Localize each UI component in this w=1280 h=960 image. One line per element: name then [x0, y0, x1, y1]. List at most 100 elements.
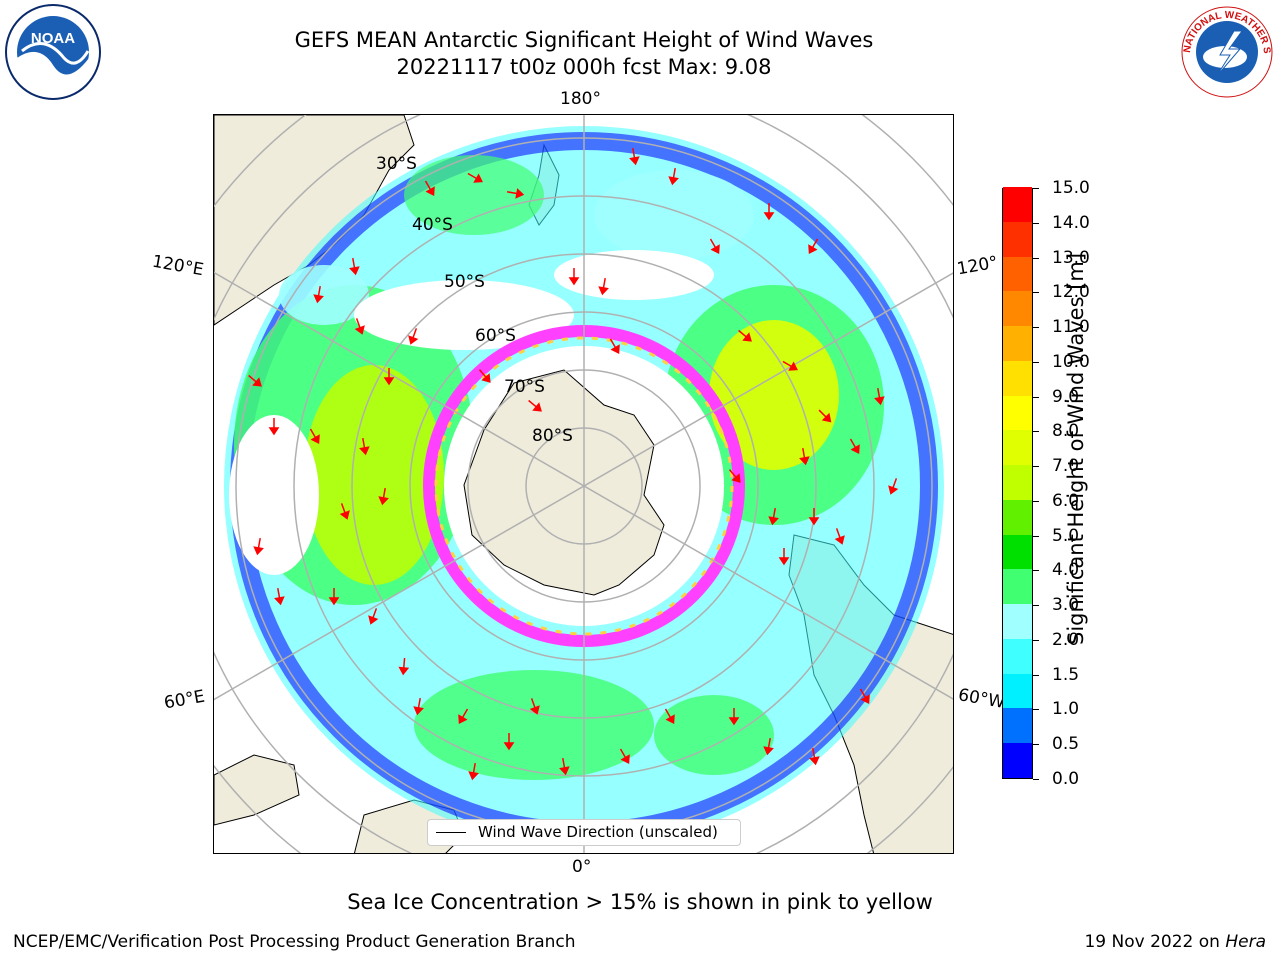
wave-arrow: [253, 537, 264, 556]
wave-arrow: [368, 608, 379, 625]
legend-label: Wind Wave Direction (unscaled): [478, 823, 718, 841]
wave-arrows: [248, 147, 899, 781]
footer-credit: NCEP/EMC/Verification Post Processing Pr…: [13, 932, 576, 952]
wave-arrow: [782, 360, 798, 371]
lon-label-0: 0°: [572, 857, 592, 877]
wave-arrow: [763, 203, 775, 221]
wave-arrow: [413, 697, 424, 716]
lon-label-120w: 120°: [955, 252, 1000, 280]
wave-arrow: [818, 409, 832, 423]
wave-arrow: [619, 748, 630, 764]
wave-arrow: [598, 277, 609, 296]
colorbar-tick-label: 5.0: [1052, 525, 1080, 546]
colorbar-tick-label: 6.0: [1052, 490, 1080, 511]
colorbar-title: Significant Height of Wind Waves [m]: [1064, 252, 1088, 645]
chart-title: GEFS MEAN Antarctic Significant Height o…: [294, 28, 874, 52]
wave-arrow: [398, 657, 410, 676]
colorbar-tick: [1033, 222, 1039, 224]
colorbar-band: [1003, 186, 1032, 222]
colorbar-band: [1003, 603, 1032, 639]
wave-arrow: [709, 238, 720, 254]
nws-logo: NATIONAL WEATHER SERVICE: [1178, 3, 1274, 99]
colorbar-tick-label: 7.0: [1052, 456, 1080, 477]
wave-arrow: [834, 528, 845, 545]
wave-arrow: [506, 188, 525, 199]
svg-text:NOAA: NOAA: [31, 30, 75, 47]
colorbar-tick: [1033, 570, 1039, 572]
colorbar-tick-label: 13.0: [1052, 247, 1090, 268]
colorbar-tick: [1033, 431, 1039, 433]
wave-arrow: [313, 285, 324, 304]
wave-arrow: [874, 387, 885, 406]
polar-map: 30°S 40°S 50°S 60°S 70°S 80°S: [213, 114, 954, 854]
colorbar-tick: [1033, 709, 1039, 711]
lat-label-70s: 70°S: [504, 377, 545, 397]
wave-arrow: [568, 268, 580, 286]
footer-date: 19 Nov 2022 on Hera: [1084, 932, 1266, 952]
colorbar-tick-label: 0.0: [1052, 769, 1080, 789]
wave-arrow: [664, 708, 675, 724]
wave-arrow: [808, 238, 819, 254]
colorbar-band: [1003, 221, 1032, 257]
colorbar-tick: [1033, 605, 1039, 607]
colorbar-band: [1003, 708, 1032, 744]
lon-label-120e: 120°E: [150, 251, 206, 281]
wave-arrow: [809, 747, 820, 766]
colorbar-tick-label: 10.0: [1052, 351, 1090, 372]
lon-label-60w: 60°W: [956, 685, 1007, 713]
colorbar-tick-label: 14.0: [1052, 212, 1090, 233]
lat-label-40s: 40°S: [412, 215, 453, 235]
colorbar-band: [1003, 395, 1032, 431]
wave-arrow: [354, 318, 365, 335]
colorbar-band: [1003, 360, 1032, 396]
colorbar-tick: [1033, 639, 1039, 641]
sea-ice-caption: Sea Ice Concentration > 15% is shown in …: [347, 890, 933, 914]
wave-arrow: [849, 438, 860, 454]
chart-subtitle: 20221117 t00z 000h fcst Max: 9.08: [396, 55, 772, 79]
colorbar-tick-label: 4.0: [1052, 560, 1080, 581]
colorbar-tick-label: 2.0: [1052, 629, 1080, 650]
wave-arrow: [328, 588, 340, 606]
noaa-logo: NOAA: [5, 4, 101, 100]
colorbar-tick: [1033, 188, 1039, 189]
legend: Wind Wave Direction (unscaled): [427, 819, 741, 846]
lon-label-180: 180°: [560, 89, 601, 109]
wave-arrow: [778, 548, 790, 566]
colorbar-tick-label: 1.5: [1052, 664, 1080, 685]
wave-arrow: [763, 737, 774, 756]
colorbar-band: [1003, 499, 1032, 535]
colorbar-tick: [1033, 327, 1039, 329]
colorbar-tick-label: 11.0: [1052, 317, 1090, 338]
wave-arrow: [728, 708, 740, 726]
wave-arrow: [799, 447, 810, 466]
colorbar-band: [1003, 742, 1032, 778]
colorbar-tick-label: 3.0: [1052, 595, 1080, 616]
colorbar-band: [1003, 568, 1032, 605]
colorbar-tick-label: 1.0: [1052, 699, 1080, 720]
colorbar-tick-label: 12.0: [1052, 282, 1090, 303]
wave-arrow: [424, 180, 435, 196]
wave-arrow: [503, 733, 515, 751]
wave-arrow: [468, 762, 479, 781]
legend-line-sample: [436, 832, 466, 833]
colorbar-tick-label: 9.0: [1052, 386, 1080, 407]
colorbar-band: [1003, 429, 1032, 466]
colorbar-band: [1003, 290, 1032, 327]
wave-arrow: [888, 478, 899, 495]
colorbar-tick: [1033, 779, 1039, 780]
colorbar-band: [1003, 534, 1032, 570]
wave-arrow: [408, 328, 419, 345]
colorbar-tick: [1033, 674, 1039, 676]
colorbar-tick: [1033, 396, 1039, 398]
wave-arrow: [529, 698, 540, 715]
colorbar-tick: [1033, 361, 1039, 363]
lon-label-60e: 60°E: [162, 686, 207, 714]
wave-arrow: [859, 688, 870, 704]
colorbar-band: [1003, 325, 1032, 361]
wave-arrow: [728, 469, 741, 483]
wave-arrow: [768, 507, 779, 526]
wave-arrow: [467, 172, 483, 183]
footer-date-text: 19 Nov 2022 on: [1084, 932, 1220, 952]
footer-machine: Hera: [1225, 932, 1266, 952]
map-canvas: 30°S 40°S 50°S 60°S 70°S 80°S: [214, 115, 953, 853]
